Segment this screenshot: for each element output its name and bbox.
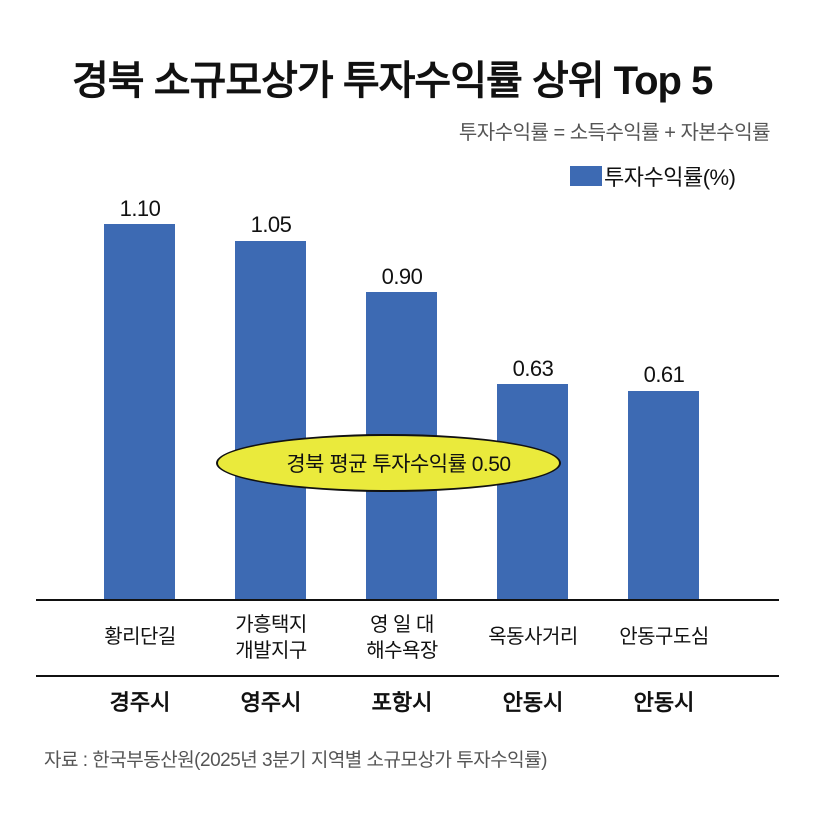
bar-hwangridangil (104, 224, 175, 600)
bar-value-label: 0.61 (643, 362, 685, 387)
area-label: 가흥택지 개발지구 (235, 614, 307, 662)
source-note: 자료 : 한국부동산원(2025년 3분기 지역별 소규모상가 투자수익률) (44, 750, 547, 771)
bar-value-label: 0.63 (512, 356, 554, 381)
area-label: 황리단길 (104, 626, 176, 648)
area-label: 옥동사거리 (488, 626, 578, 648)
area-label: 안동구도심 (619, 626, 709, 648)
legend-swatch (570, 166, 602, 186)
formula-note: 투자수익률 = 소득수익률 + 자본수익률 (458, 122, 771, 144)
chart-title: 경북 소규모상가 투자수익률 상위 Top 5 (72, 59, 713, 103)
divider-line (36, 675, 779, 677)
city-label: 경주시 (109, 690, 171, 715)
bar-gaheung (235, 241, 306, 600)
bar-andong-old-town (628, 391, 699, 600)
bar-value-label: 1.10 (119, 196, 161, 221)
legend: 투자수익률(%) (570, 160, 736, 192)
average-callout: 경북 평균 투자수익률 0.50 (216, 434, 561, 492)
x-axis-line (36, 599, 779, 601)
city-label: 포항시 (371, 690, 433, 715)
city-label: 안동시 (502, 690, 564, 715)
bar-value-label: 0.90 (381, 264, 423, 289)
area-label: 영 일 대 해수욕장 (366, 614, 438, 662)
bar-value-label: 1.05 (250, 212, 292, 237)
city-label: 영주시 (240, 690, 302, 715)
legend-label: 투자수익률(%) (604, 165, 736, 190)
city-label: 안동시 (633, 690, 695, 715)
average-label: 경북 평균 투자수익률 0.50 (286, 453, 511, 476)
bar-okdong (497, 384, 568, 600)
